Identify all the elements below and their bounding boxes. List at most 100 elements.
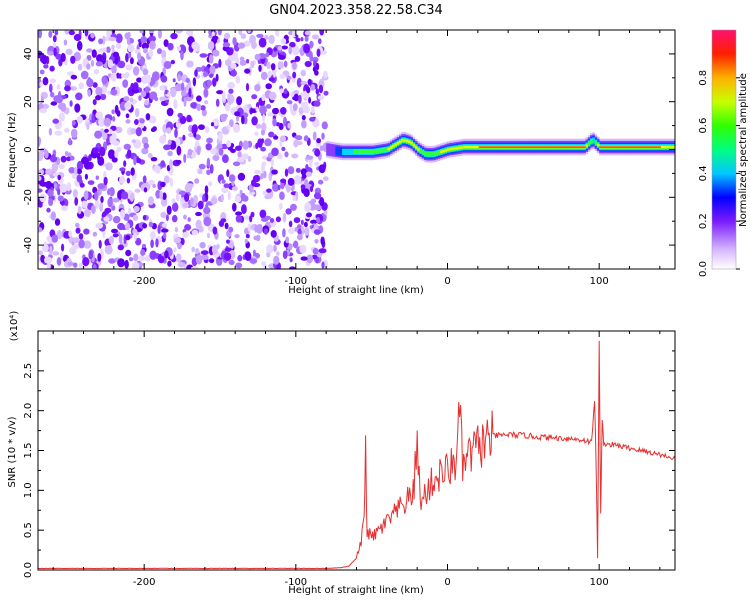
noise-blob (48, 198, 54, 206)
noise-blob (155, 189, 161, 199)
noise-blob (232, 37, 237, 46)
noise-blob (318, 38, 322, 45)
trace-cell (408, 140, 411, 144)
noise-blob (279, 73, 286, 80)
noise-blob (218, 147, 224, 156)
noise-blob (49, 83, 53, 93)
noise-blob (135, 237, 142, 246)
trace-cell (430, 152, 434, 157)
noise-blob (212, 118, 220, 127)
noise-blob (49, 78, 56, 84)
noise-blob (305, 155, 314, 160)
noise-blob (300, 69, 306, 77)
colorbar-gradient (712, 30, 736, 269)
trace-cell (412, 144, 416, 147)
noise-blob (75, 227, 81, 234)
noise-blob (93, 68, 99, 75)
noise-blob (309, 116, 316, 122)
noise-blob (284, 151, 289, 158)
noise-blob (212, 226, 218, 235)
noise-blob (100, 93, 107, 101)
noise-blob (126, 177, 131, 184)
noise-blob (288, 227, 295, 235)
trace-cell (646, 146, 650, 148)
noise-blob (191, 246, 196, 253)
noise-blob (160, 85, 165, 91)
noise-blob (294, 135, 303, 140)
spectrogram-plot-area (38, 30, 675, 269)
noise-blob (144, 86, 150, 93)
noise-blob (320, 236, 325, 246)
noise-blob (108, 135, 117, 145)
noise-blob (54, 30, 59, 36)
noise-blob (111, 44, 115, 50)
noise-blob (177, 262, 186, 268)
noise-blob (321, 121, 328, 130)
noise-blob (148, 179, 155, 186)
noise-blob (150, 231, 156, 240)
noise-blob (190, 102, 197, 109)
noise-blob (227, 81, 235, 89)
noise-blob (137, 52, 142, 61)
noise-blob (244, 239, 248, 244)
noise-blob (212, 77, 217, 87)
noise-blob (152, 126, 157, 132)
noise-blob (186, 114, 192, 123)
trace-cell (358, 149, 361, 154)
noise-blob (250, 60, 255, 69)
noise-blob (231, 180, 235, 187)
noise-blob (256, 33, 264, 38)
noise-blob (275, 30, 280, 37)
noise-blob (122, 79, 129, 88)
signal-trace (326, 132, 675, 163)
noise-blob (272, 183, 280, 192)
noise-blob (88, 154, 92, 162)
noise-blob (204, 185, 209, 195)
y-tick-label: 40 (23, 48, 34, 61)
noise-blob (268, 77, 275, 82)
noise-blob (312, 131, 317, 141)
trace-cell (601, 146, 604, 148)
noise-blob (69, 155, 75, 161)
noise-blob (68, 137, 72, 146)
trace-cell (606, 146, 609, 148)
trace-cell (656, 146, 659, 148)
noise-blob (142, 215, 147, 221)
noise-blob (166, 205, 172, 215)
trace-cell (576, 146, 579, 148)
noise-blob (92, 82, 98, 88)
noise-blob (279, 202, 283, 210)
noise-blob (293, 89, 300, 95)
noise-blob (159, 135, 167, 144)
noise-blob (226, 239, 230, 244)
noise-blob (209, 164, 214, 174)
noise-blob (244, 251, 252, 261)
snr-ticks: -200 -100 0 100 0.0 0.5 1.0 1.5 2.0 2.5 (23, 331, 675, 588)
noise-blob (259, 209, 267, 219)
noise-blob (121, 73, 125, 79)
noise-blob (149, 250, 157, 260)
noise-blob (148, 49, 154, 58)
x-tick-label: 100 (590, 577, 609, 588)
noise-blob (83, 190, 89, 201)
trace-cell (631, 146, 634, 148)
trace-cell (478, 146, 482, 148)
noise-blob (75, 222, 80, 228)
noise-blob (303, 188, 310, 197)
noise-blob (246, 58, 250, 64)
noise-blob (215, 98, 220, 107)
trace-cell (635, 146, 639, 148)
noise-blob (104, 245, 113, 255)
noise-blob (280, 178, 287, 183)
noise-blob (148, 35, 157, 43)
noise-blob (91, 113, 95, 124)
trace-cell (515, 146, 518, 148)
noise-blob (143, 47, 148, 54)
trace-cell (610, 146, 614, 148)
noise-blob (48, 128, 53, 136)
noise-blob (276, 251, 280, 256)
noise-blob (254, 53, 261, 61)
noise-blob (318, 179, 324, 185)
noise-blob (117, 60, 126, 69)
noise-blob (173, 237, 182, 244)
